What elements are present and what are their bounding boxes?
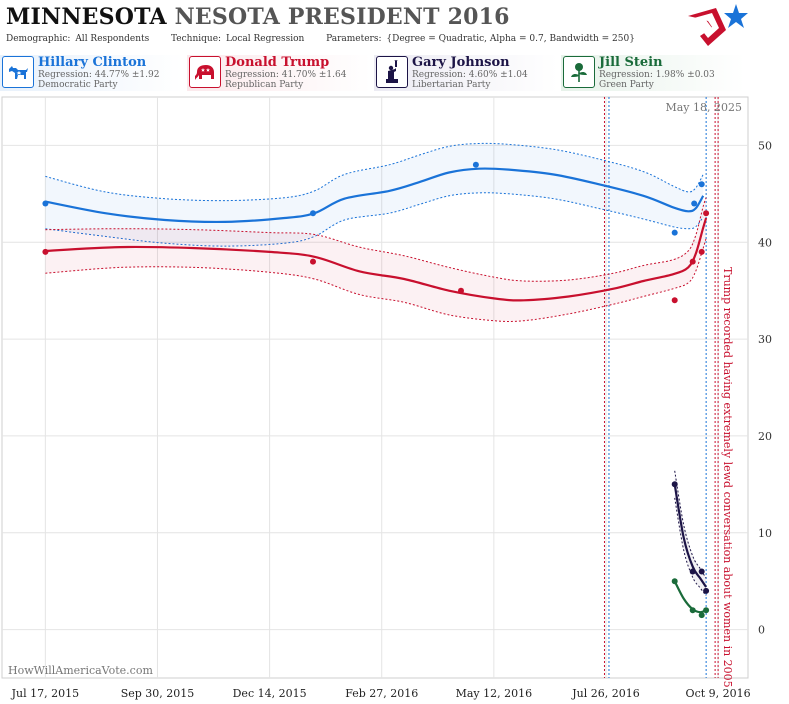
confidence-band (45, 143, 704, 247)
parameters-line: Demographic: All Respondents Technique: … (6, 34, 637, 44)
x-tick-label: Sep 30, 2015 (121, 687, 195, 700)
candidate-regression: Regression: 44.77% ±1.92 (38, 70, 160, 80)
poll-point (691, 200, 698, 207)
demographic-label: Demographic: (6, 34, 71, 44)
candidate-name: Gary Johnson (412, 55, 510, 70)
poll-point (310, 210, 316, 217)
candidate-name: Jill Stein (599, 55, 663, 70)
poll-point (689, 568, 696, 575)
candidate-party: Green Party (599, 80, 654, 90)
x-tick-label: Feb 27, 2016 (345, 687, 418, 700)
poll-point (42, 200, 49, 207)
ci-upper-line (45, 197, 707, 282)
donkey-icon (2, 56, 34, 88)
legend-hillary-clinton[interactable]: Hillary Clinton Regression: 44.77% ±1.92… (0, 55, 184, 91)
demographic-value: All Respondents (75, 34, 150, 44)
watermark: HowWillAmericaVote.com (8, 664, 153, 677)
chart-title: MINNESOTA NESOTA PRESIDENT 2016 (6, 4, 510, 30)
title-state: MINNESOTA (6, 4, 167, 30)
legend-donald-trump[interactable]: Donald Trump Regression: 41.70% ±1.64 Re… (187, 55, 371, 91)
rose-icon (563, 56, 595, 88)
poll-point (698, 248, 705, 255)
technique-value: Local Regression (225, 34, 305, 44)
y-tick-label: 30 (758, 333, 772, 346)
poll-point (42, 248, 49, 255)
y-tick-label: 20 (758, 430, 772, 443)
technique-label: Technique: (171, 34, 222, 44)
y-tick-label: 50 (758, 139, 772, 152)
candidate-regression: Regression: 1.98% ±0.03 (599, 70, 715, 80)
ci-upper-line (45, 142, 704, 202)
parameters-label: Parameters: (326, 34, 382, 44)
poll-point (458, 287, 464, 294)
candidate-party: Republican Party (225, 80, 304, 90)
legend-jill-stein[interactable]: Jill Stein Regression: 1.98% ±0.03 Green… (561, 55, 745, 91)
poll-point (698, 181, 705, 188)
x-tick-label: Oct 9, 2016 (686, 687, 751, 700)
poll-point (703, 210, 710, 217)
poll-point (472, 161, 479, 168)
y-tick-label: 10 (758, 527, 772, 540)
poll-point (310, 258, 316, 265)
poll-point (703, 607, 710, 614)
x-tick-label: Dec 14, 2015 (233, 687, 307, 700)
ci-lower-line (45, 238, 707, 322)
confidence-band (45, 197, 707, 321)
x-tick-label: Jul 17, 2015 (11, 687, 80, 700)
y-tick-label: 0 (758, 624, 765, 637)
ci-lower-line (674, 497, 707, 597)
candidate-party: Libertarian Party (412, 80, 491, 90)
poll-point (671, 229, 678, 236)
event-annotation: Trump recorded having extremely lewd con… (721, 267, 734, 688)
trend-line (673, 484, 708, 588)
title-rest: NESOTA PRESIDENT 2016 (174, 4, 510, 30)
x-tick-label: May 12, 2016 (456, 687, 533, 700)
candidate-party: Democratic Party (38, 80, 118, 90)
poll-point (671, 297, 678, 304)
site-logo (688, 4, 748, 46)
poll-point (689, 258, 696, 265)
poll-point (703, 587, 710, 594)
statue-of-liberty-icon (376, 56, 408, 88)
poll-point (698, 612, 705, 619)
y-tick-label: 40 (758, 236, 772, 249)
trend-line (45, 167, 705, 224)
trend-line (45, 217, 708, 302)
poll-point (671, 481, 678, 488)
poll-point (671, 578, 678, 585)
candidate-name: Hillary Clinton (38, 55, 147, 70)
date-stamp: May 18, 2025 (665, 101, 742, 114)
poll-point (689, 607, 696, 614)
candidate-regression: Regression: 41.70% ±1.64 (225, 70, 347, 80)
poll-point (698, 568, 705, 575)
ci-lower-line (45, 192, 704, 247)
elephant-icon (189, 56, 221, 88)
x-tick-label: Jul 26, 2016 (571, 687, 640, 700)
parameters-value: {Degree = Quadratic, Alpha = 0.7, Bandwi… (386, 34, 635, 44)
legend-gary-johnson[interactable]: Gary Johnson Regression: 4.60% ±1.04 Lib… (374, 55, 558, 91)
candidate-name: Donald Trump (225, 55, 330, 70)
candidate-regression: Regression: 4.60% ±1.04 (412, 70, 528, 80)
